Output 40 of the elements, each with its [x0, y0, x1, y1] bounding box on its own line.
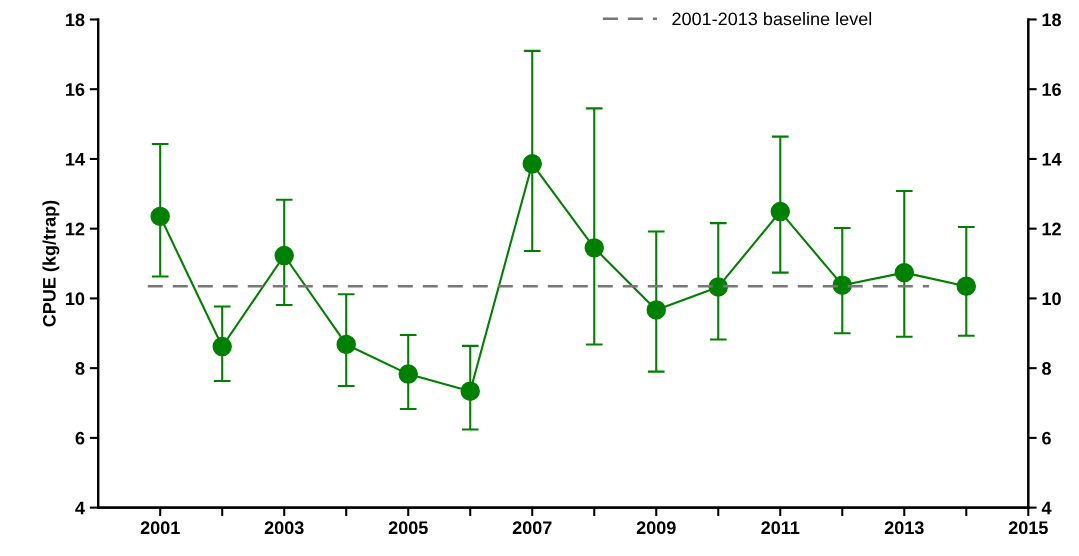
point	[584, 238, 604, 258]
x-tick-label: 2009	[636, 521, 676, 535]
y2-tick-label: 12	[1042, 222, 1061, 236]
y2-tick-label: 6	[1042, 431, 1051, 445]
x-tick-label: 2005	[388, 521, 428, 535]
y-tick-label: 18	[66, 13, 85, 27]
x-tick-label: 2001	[140, 521, 180, 535]
x-tick-label: 2015	[1008, 521, 1048, 535]
y-tick-label: 16	[66, 83, 85, 96]
y2-tick-label: 4	[1041, 501, 1052, 515]
point	[274, 245, 294, 266]
point	[460, 381, 480, 401]
y2-tick-label: 14	[1042, 153, 1062, 166]
point	[956, 276, 977, 296]
y-axis-title: CPUE (kg/trap)	[42, 200, 60, 327]
x-tick-label: 2013	[884, 521, 924, 535]
y-tick-label: 12	[66, 222, 85, 236]
y-tick-label: 8	[75, 362, 85, 375]
point	[212, 336, 232, 357]
y-tick-label: 4	[75, 501, 85, 515]
point	[770, 201, 790, 222]
y2-tick-label: 10	[1042, 292, 1061, 306]
point	[150, 206, 170, 227]
y2-tick-label: 18	[1042, 13, 1062, 27]
point	[708, 277, 728, 297]
y-tick-label: 10	[66, 292, 85, 306]
point	[398, 364, 418, 384]
point	[646, 300, 666, 320]
y-tick-label: 14	[66, 153, 85, 166]
x-tick-label: 2011	[761, 521, 800, 535]
point	[522, 154, 542, 174]
x-tick-label: 2007	[512, 521, 552, 535]
point	[832, 275, 852, 295]
legend-label: 2001-2013 baseline level	[672, 12, 872, 26]
point	[336, 334, 356, 355]
y-tick-label: 6	[75, 431, 85, 445]
y2-tick-label: 8	[1042, 362, 1051, 375]
x-tick-label: 2003	[264, 521, 304, 535]
y2-tick-label: 16	[1042, 83, 1061, 96]
point	[894, 262, 914, 283]
